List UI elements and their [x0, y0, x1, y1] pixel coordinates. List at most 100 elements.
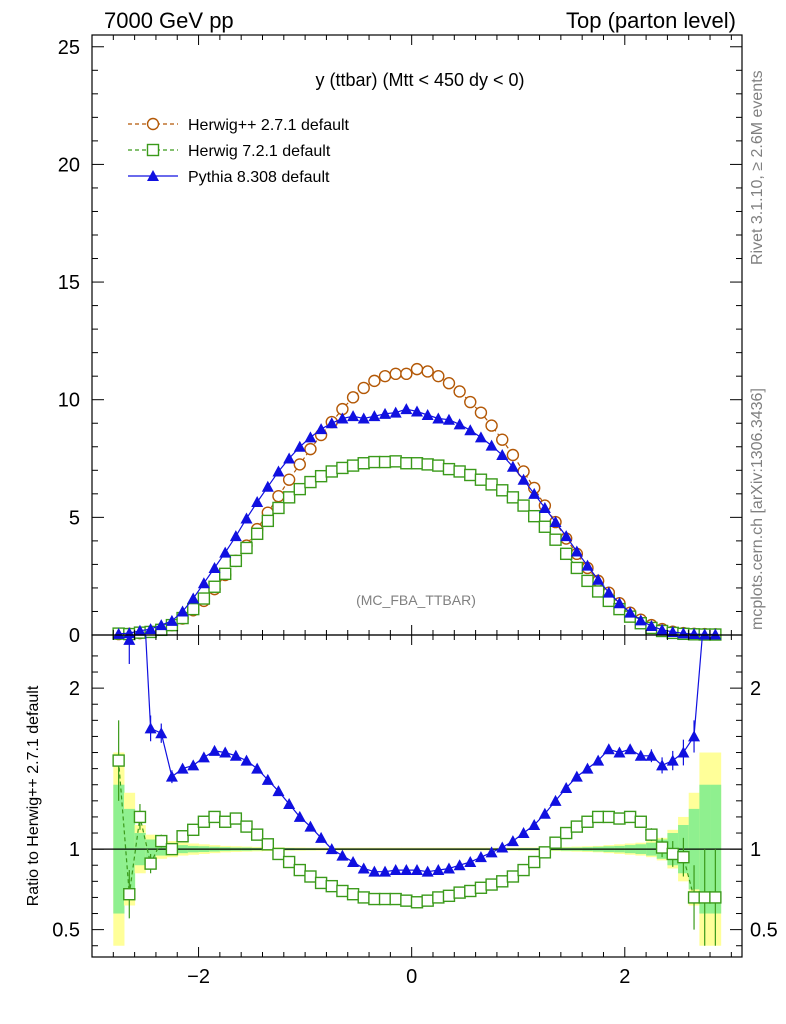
ratio-point [549, 794, 562, 806]
data-point [240, 541, 253, 555]
y-tick-label: 0.5 [52, 920, 80, 942]
ratio-point [325, 879, 338, 893]
data-point [272, 501, 285, 515]
data-point [464, 424, 477, 436]
data-point [410, 362, 424, 376]
ratio-point [442, 889, 456, 903]
data-point [325, 417, 338, 429]
ratio-point [496, 875, 509, 888]
y-tick-label: 1 [69, 839, 80, 861]
data-point [485, 419, 498, 432]
ratio-point [314, 876, 328, 890]
data-point [261, 514, 275, 528]
data-point [613, 597, 626, 609]
header-left: 7000 GeV pp [104, 8, 234, 33]
data-point [229, 554, 243, 568]
data-point [442, 462, 456, 476]
ratio-point [336, 849, 349, 861]
ratio-point [506, 870, 520, 883]
ratio-point [123, 635, 136, 645]
data-point [411, 405, 423, 417]
ratio-point [411, 864, 423, 876]
ratio-point [229, 812, 243, 825]
ratio-point [410, 896, 424, 909]
data-point [709, 628, 722, 640]
data-point [688, 628, 701, 640]
ratio-point [165, 842, 179, 856]
rivet-version-label: Rivet 3.1.10, ≥ 2.6M events [749, 70, 766, 265]
data-point [528, 487, 541, 499]
ratio-point [496, 841, 509, 853]
data-point [187, 592, 200, 604]
ratio-point [272, 847, 285, 861]
data-point [165, 614, 178, 626]
mcplots-label: mcplots.cern.ch [arXiv:1306.3436] [749, 388, 766, 630]
ratio-point [709, 891, 722, 904]
ratio-point [208, 810, 221, 824]
data-point [496, 484, 509, 497]
data-point [282, 491, 296, 504]
ratio-point [677, 850, 690, 864]
data-point [346, 459, 360, 472]
legend-marker [146, 117, 160, 131]
data-point [347, 410, 360, 422]
data-point [400, 367, 413, 381]
ratio-point [325, 843, 338, 855]
data-point [378, 369, 392, 383]
data-point [538, 501, 551, 513]
data-point [645, 620, 658, 632]
data-point [336, 461, 349, 475]
data-point [549, 516, 562, 528]
ratio-point [634, 815, 647, 828]
y-tick-label: 15 [58, 272, 80, 294]
data-point [517, 499, 530, 512]
ratio-point [602, 810, 616, 824]
ratio-point [559, 826, 573, 840]
ratio-point [379, 865, 392, 877]
ratio-plot-frame [91, 634, 743, 958]
data-point [442, 377, 456, 390]
data-point [442, 413, 455, 425]
data-point [506, 491, 520, 504]
data-point [474, 431, 487, 443]
ratio-plot-panel: 0.5 0.5 1 1 2 2 −2 0 2 Ratio to Herwig++ 2.7.1 d… [25, 634, 778, 988]
data-point [368, 374, 381, 388]
ratio-point [581, 762, 594, 774]
ratio-point [229, 749, 242, 761]
ratio-point [698, 891, 711, 904]
data-point [283, 452, 296, 464]
data-point [474, 406, 488, 419]
data-point [389, 367, 402, 381]
ratio-point [197, 815, 211, 828]
ratio-point [432, 891, 445, 904]
ratio-point [634, 749, 647, 761]
y-tick-label: 2 [69, 678, 80, 700]
y-tick-label: 25 [58, 37, 80, 59]
data-point [251, 496, 264, 508]
ratio-point [144, 857, 157, 870]
legend-entry: Pythia 8.308 default [188, 169, 330, 186]
data-point [336, 412, 349, 424]
ratio-point [250, 828, 264, 841]
data-point [112, 627, 125, 639]
legend-marker [147, 170, 159, 181]
header-right: Top (parton level) [566, 8, 736, 33]
data-point [250, 527, 264, 541]
data-point [197, 577, 210, 589]
data-point [538, 520, 552, 533]
ratio-point [187, 823, 200, 837]
ratio-point [666, 754, 679, 766]
data-point [453, 385, 466, 398]
ratio-point [389, 892, 402, 906]
ratio-point [282, 855, 296, 869]
data-point [592, 573, 605, 585]
ratio-point [421, 865, 434, 877]
ratio-point [197, 751, 210, 763]
data-point [272, 489, 285, 503]
ratio-point [485, 878, 498, 891]
ratio-point [368, 865, 381, 877]
data-point [219, 546, 232, 558]
data-point [282, 473, 296, 486]
ratio-point [560, 781, 573, 793]
ratio-point [400, 864, 413, 876]
